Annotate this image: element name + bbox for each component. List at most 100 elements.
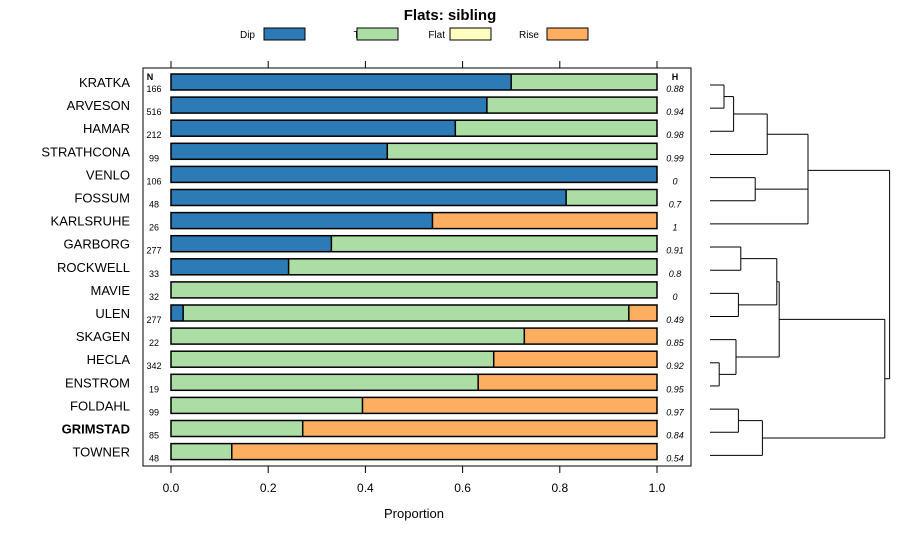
bar-segment-rise [478,374,657,391]
category-label: GARBORG [64,237,130,252]
bar-segment-talf [171,281,657,298]
h-value: 0.49 [666,315,684,325]
h-value: 0.88 [666,84,684,94]
n-value: 22 [149,338,159,348]
row-towner: TOWNER 48 0.54 [72,442,684,464]
bar-segment-rise [231,443,657,460]
category-label: KRATKA [79,75,130,90]
bar-segment-talf [171,443,232,460]
bar-segment-dip [171,258,289,275]
h-value: 0.84 [666,431,684,441]
category-label: KARLSRUHE [51,214,131,229]
h-value: 0.99 [666,153,684,163]
bar-outline [170,281,658,299]
bar-outline [170,304,658,322]
x-axis: 0.0 0.2 0.4 0.6 0.8 1.0 [163,466,666,495]
n-value: 277 [146,315,161,325]
h-column-header: H [672,72,679,82]
category-label: HAMAR [83,121,130,136]
bar-segment-dip [171,235,332,252]
h-value: 0 [672,176,677,186]
n-value: 33 [149,269,159,279]
legend: DipTalfFlatRise [240,27,589,41]
bar-outline [170,165,658,184]
h-value: 0.91 [666,246,684,256]
category-label: ULEN [95,306,130,321]
category-label: VENLO [86,167,130,182]
plot-frame [142,67,692,467]
n-value: 85 [149,431,159,441]
legend-swatch-flat [449,27,492,41]
bar-segment-dip [171,143,388,160]
bar-segment-rise [524,328,657,345]
bar-segment-talf [171,351,494,368]
row-ulen: ULEN 277 0.49 [95,304,684,325]
x-tick-label: 0.2 [260,481,277,495]
bar-outline [170,258,658,276]
bar-segment-talf [486,97,657,114]
category-label: FOLDAHL [70,398,130,413]
h-value: 0.8 [669,269,682,279]
category-label: STRATHCONA [41,144,130,159]
bar-outline [170,142,658,161]
row-hamar: HAMAR 212 0.98 [83,119,684,140]
bar-outline [170,234,658,253]
category-label: ENSTROM [65,375,130,390]
row-rockwell: ROCKWELL 33 0.8 [57,258,682,279]
legend-label-flat: Flat [428,30,445,41]
n-value: 99 [149,153,159,163]
bar-segment-talf [331,235,657,252]
h-value: 0.97 [666,407,685,417]
bar-segment-dip [171,189,567,206]
bar-segment-talf [171,374,479,391]
h-value: 0.85 [666,338,685,348]
row-mavie: MAVIE 32 0 [91,281,678,302]
h-value: 0.95 [666,384,685,394]
x-tick-label: 1.0 [649,481,666,495]
row-kratka: KRATKA 166 0.88 [79,73,684,94]
chart-title: Flats: sibling [404,7,497,24]
x-tick-label: 0.8 [551,481,568,495]
top-axis-ticks [170,61,658,68]
category-label: FOSSUM [74,191,130,206]
bar-rows: KRATKA 166 0.88 ARVESON 516 0.94 HAMAR 212 0.98 S… [41,73,685,464]
row-arveson: ARVESON 516 0.94 [67,96,684,117]
x-tick-label: 0.4 [357,481,374,495]
category-label: TOWNER [72,445,130,460]
legend-swatch-talf [356,27,399,41]
x-tick-label: 0.6 [454,481,471,495]
bar-segment-dip [171,166,657,183]
bar-segment-dip [171,212,433,229]
n-value: 516 [146,107,161,117]
bar-segment-dip [171,74,512,90]
h-value: 0.92 [666,361,684,371]
bar-segment-talf [566,189,657,206]
n-value: 212 [146,130,161,140]
bar-segment-talf [455,120,657,137]
bar-outline [170,188,658,207]
bar-segment-dip [171,120,456,137]
x-axis-title: Proportion [384,506,444,521]
bar-segment-talf [171,420,303,437]
legend-label-dip: Dip [240,30,255,41]
row-fossum: FOSSUM 48 0.7 [74,188,683,210]
x-tick-label: 0.0 [163,481,180,495]
n-column-header: N [147,72,154,82]
bar-segment-talf [183,305,629,321]
bar-outline [170,96,658,114]
bar-segment-talf [511,74,657,90]
h-value: 0.7 [669,200,683,210]
bar-segment-rise [432,212,657,229]
bar-outline [170,350,658,368]
row-enstrom: ENSTROM 19 0.95 [65,373,685,394]
row-foldahl: FOLDAHL 99 0.97 [70,396,685,417]
bar-outline [170,119,658,137]
bar-outline [170,73,658,91]
bar-segment-dip [171,97,487,114]
bar-segment-rise [628,305,657,321]
n-value: 166 [146,84,161,94]
category-label: SKAGEN [76,329,130,344]
h-value: 0.54 [666,454,684,464]
n-value: 48 [149,200,159,210]
